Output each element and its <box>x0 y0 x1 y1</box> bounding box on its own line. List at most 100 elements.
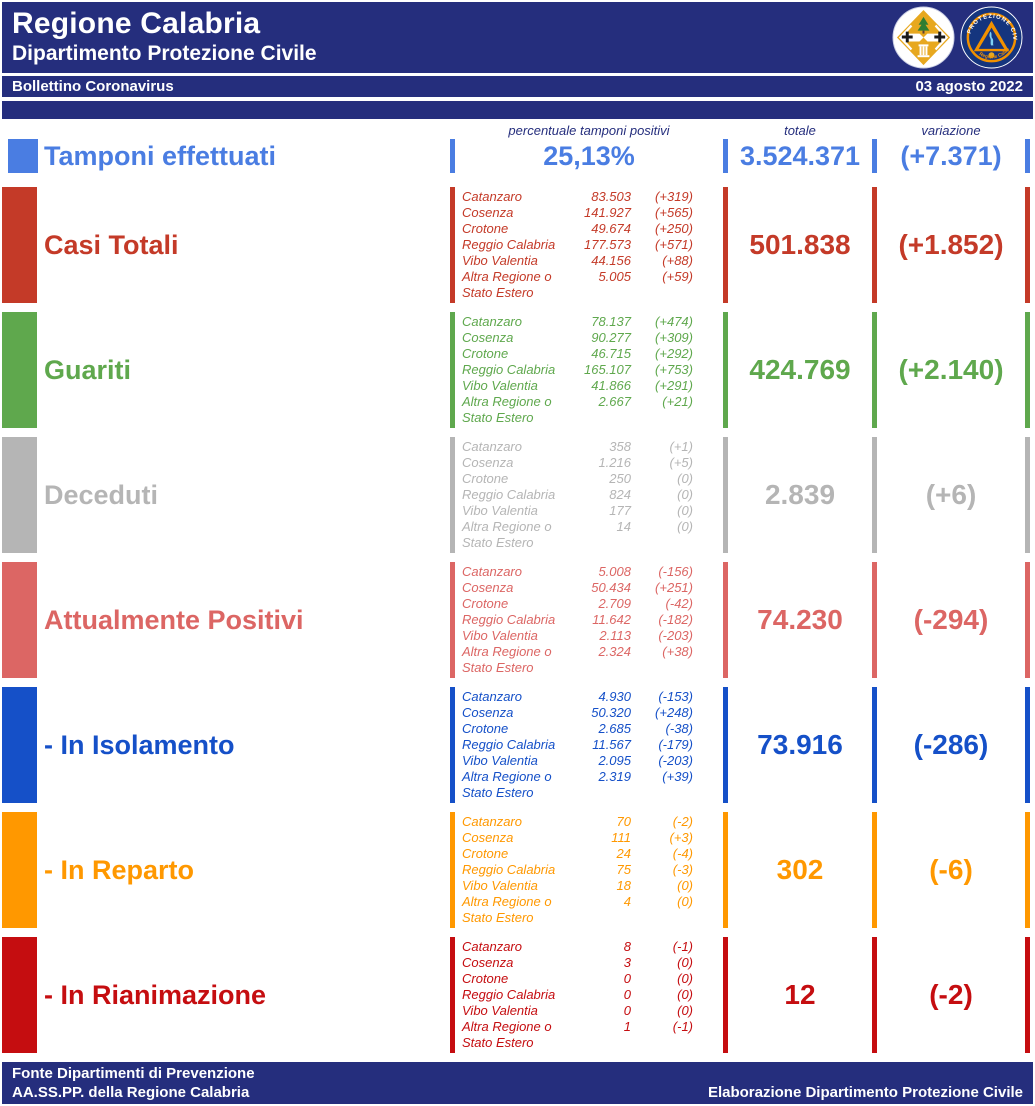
province-name: Crotone <box>462 971 509 986</box>
province-row: Reggio Calabria 165.107 (+753) <box>462 362 723 378</box>
province-delta: (+250) <box>655 221 693 236</box>
tamponi-percent-value: 25,13% <box>543 140 635 171</box>
province-name: Reggio Calabria <box>462 862 556 877</box>
province-row: Reggio Calabria 177.573 (+571) <box>462 237 723 253</box>
province-name: Catanzaro <box>462 814 522 829</box>
province-value: 358 <box>609 439 631 454</box>
province-list: Catanzaro 78.137 (+474) Cosenza 90.277 (+309)… <box>455 312 723 428</box>
province-row: Crotone 2.685 (-38) <box>462 721 723 737</box>
separator-bar <box>1025 937 1030 1053</box>
section-variation-value: (-286) <box>913 729 989 760</box>
section-total-value: 73.916 <box>757 729 843 760</box>
separator-bar <box>1025 687 1030 803</box>
province-name: Vibo Valentia <box>462 878 538 893</box>
province-delta: (0) <box>677 1003 693 1018</box>
province-delta: (+309) <box>655 330 693 345</box>
province-row: Catanzaro 358 (+1) <box>462 439 723 455</box>
province-delta: (0) <box>677 519 693 534</box>
province-name: Vibo Valentia <box>462 628 538 643</box>
province-delta: (-2) <box>672 814 693 829</box>
province-value: 18 <box>616 878 631 893</box>
province-row: Vibo Valentia 177 (0) <box>462 503 723 519</box>
province-value: 165.107 <box>584 362 631 377</box>
province-delta: (-1) <box>672 939 693 954</box>
province-delta: (+88) <box>662 253 693 268</box>
separator-bar <box>723 187 728 303</box>
separator-bar <box>723 812 728 928</box>
province-row: Vibo Valentia 44.156 (+88) <box>462 253 723 269</box>
separator-bar <box>723 139 728 173</box>
section-total-value: 302 <box>776 854 824 885</box>
data-section: - In Reparto Catanzaro 70 (-2) Cosenza 111 (+… <box>0 812 1035 928</box>
province-name: Crotone <box>462 471 509 486</box>
page-subtitle: Dipartimento Protezione Civile <box>12 42 317 65</box>
province-row: Cosenza 1.216 (+5) <box>462 455 723 471</box>
section-variation-value: (+1.852) <box>898 229 1004 260</box>
separator-bar <box>872 437 877 553</box>
data-section: Deceduti Catanzaro 358 (+1) Cosenza 1.216 (+5… <box>0 437 1035 553</box>
data-section: Guariti Catanzaro 78.137 (+474) Cosenza 90.2… <box>0 312 1035 428</box>
province-row: Vibo Valentia 2.113 (-203) <box>462 628 723 644</box>
province-value: 4.930 <box>598 689 631 704</box>
province-row: Cosenza 141.927 (+565) <box>462 205 723 221</box>
province-value: 2.667 <box>598 394 631 409</box>
province-row: Altra Regione o Stato Estero 1 (-1) <box>462 1019 723 1051</box>
province-delta: (-179) <box>658 737 693 752</box>
separator-bar <box>450 312 455 428</box>
province-name: Cosenza <box>462 205 514 220</box>
province-value: 44.156 <box>591 253 631 268</box>
province-list: Catanzaro 8 (-1) Cosenza 3 (0) Crotone 0 (0) Regg… <box>455 937 723 1053</box>
province-value: 2.113 <box>599 628 631 643</box>
section-total-value: 501.838 <box>749 229 851 260</box>
province-name: Altra Regione o Stato Estero <box>462 769 552 800</box>
province-value: 11.642 <box>592 612 631 627</box>
province-value: 4 <box>623 894 631 909</box>
province-delta: (-156) <box>658 564 693 579</box>
separator-bar <box>1025 139 1030 173</box>
footer-elaboration: Elaborazione Dipartimento Protezione Civ… <box>707 1084 1023 1101</box>
separator-bar <box>450 437 455 553</box>
protezione-civile-logo-icon: PROTEZIONE CIVILE Regione Calabria <box>960 6 1023 69</box>
section-label: - In Rianimazione <box>44 979 267 1010</box>
province-row: Reggio Calabria 11.642 (-182) <box>462 612 723 628</box>
province-value: 2.095 <box>598 753 631 768</box>
regione-calabria-logo-icon <box>892 6 955 69</box>
section-variation-value: (-294) <box>913 604 989 635</box>
province-list: Catanzaro 83.503 (+319) Cosenza 141.927 (+565… <box>455 187 723 303</box>
province-value: 46.715 <box>591 346 631 361</box>
province-row: Reggio Calabria 0 (0) <box>462 987 723 1003</box>
province-delta: (+248) <box>655 705 693 720</box>
tamponi-row: Tamponi effettuati 25,13% 3.524.371 (+7.… <box>0 137 1035 175</box>
data-section: Casi Totali Catanzaro 83.503 (+319) Cosenza… <box>0 187 1035 303</box>
section-variation-value: (+6) <box>925 479 977 510</box>
section-label: Deceduti <box>44 479 159 510</box>
province-value: 90.277 <box>591 330 631 345</box>
province-name: Reggio Calabria <box>462 237 556 252</box>
province-row: Altra Regione o Stato Estero 4 (0) <box>462 894 723 926</box>
separator-bar <box>723 437 728 553</box>
province-delta: (+1) <box>669 439 693 454</box>
province-delta: (+474) <box>655 314 693 329</box>
separator-bar <box>872 139 877 173</box>
province-row: Cosenza 50.434 (+251) <box>462 580 723 596</box>
section-total-value: 12 <box>784 979 816 1010</box>
province-name: Catanzaro <box>462 564 522 579</box>
province-value: 11.567 <box>592 737 631 752</box>
province-delta: (-38) <box>665 721 693 736</box>
section-total-value: 74.230 <box>757 604 843 635</box>
province-value: 50.434 <box>591 580 631 595</box>
province-row: Reggio Calabria 11.567 (-179) <box>462 737 723 753</box>
province-name: Altra Regione o Stato Estero <box>462 1019 552 1050</box>
province-name: Crotone <box>462 721 509 736</box>
province-delta: (+5) <box>669 455 693 470</box>
province-delta: (+571) <box>655 237 693 252</box>
province-delta: (0) <box>677 878 693 893</box>
footer-source-line2: AA.SS.PP. della Regione Calabria <box>12 1084 250 1101</box>
separator-bar <box>872 187 877 303</box>
province-value: 14 <box>616 519 631 534</box>
province-delta: (0) <box>677 955 693 970</box>
province-row: Catanzaro 83.503 (+319) <box>462 189 723 205</box>
separator-bar <box>723 937 728 1053</box>
province-row: Altra Regione o Stato Estero 2.319 (+39) <box>462 769 723 801</box>
province-delta: (0) <box>677 471 693 486</box>
